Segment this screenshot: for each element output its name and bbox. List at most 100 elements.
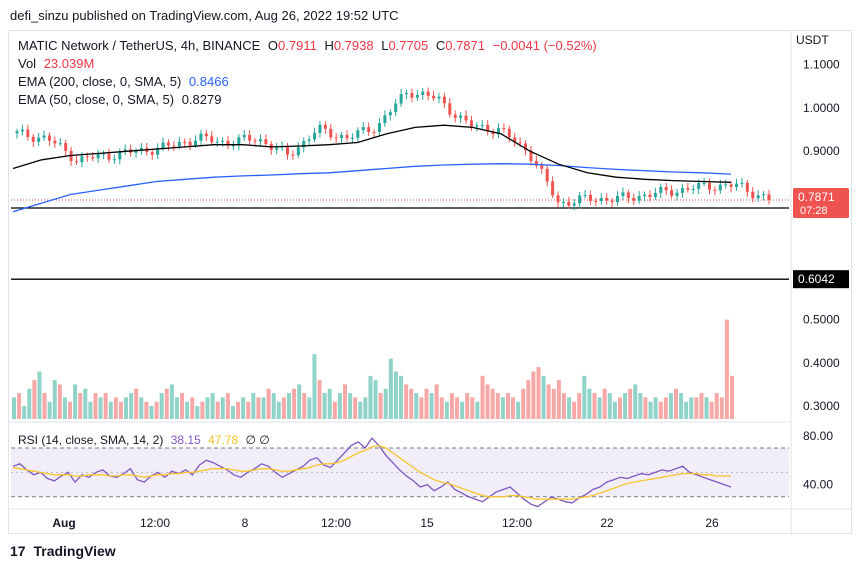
candle-body[interactable] [426,91,430,96]
candle-body[interactable] [626,192,630,198]
rsi-label[interactable]: RSI (14, close, SMA, 14, 2) [18,433,164,447]
candle-body[interactable] [616,195,620,203]
candle-body[interactable] [442,96,446,104]
candle-body[interactable] [756,195,760,199]
candle-body[interactable] [96,154,100,159]
candle-body[interactable] [762,194,766,196]
candle-body[interactable] [686,188,690,190]
candle-body[interactable] [194,140,198,146]
candle-body[interactable] [507,128,511,138]
candle-body[interactable] [410,92,414,98]
candle-body[interactable] [621,192,625,196]
rsi-line[interactable] [12,437,732,508]
candle-body[interactable] [561,201,565,203]
candle-body[interactable] [367,127,371,133]
candle-body[interactable] [329,128,333,138]
chart-canvas[interactable]: 0.90001.00001.10000.76870.60420.787107:2… [9,31,853,535]
candle-body[interactable] [551,181,555,196]
candle-body[interactable] [112,159,116,161]
candle-body[interactable] [199,133,203,141]
candle-body[interactable] [459,115,463,118]
rsi-sma-line[interactable] [12,444,731,500]
candle-body[interactable] [334,137,338,139]
candle-body[interactable] [664,186,668,191]
candle-body[interactable] [215,141,219,143]
candle-body[interactable] [80,156,84,163]
candle-body[interactable] [31,136,35,142]
candle-body[interactable] [394,103,398,113]
candle-body[interactable] [172,145,176,147]
candle-body[interactable] [361,127,365,131]
candle-body[interactable] [421,91,425,95]
candle-body[interactable] [47,135,51,141]
candle-body[interactable] [637,196,641,201]
candle-body[interactable] [204,133,208,137]
candle-body[interactable] [318,124,322,133]
candle-body[interactable] [740,182,744,184]
candle-body[interactable] [221,140,225,142]
symbol-label[interactable]: MATIC Network / TetherUS, 4h, BINANCE [18,38,261,53]
candle-body[interactable] [188,142,192,146]
candle-body[interactable] [729,184,733,188]
candle-body[interactable] [572,203,576,206]
candle-body[interactable] [226,140,230,146]
candle-body[interactable] [415,94,419,98]
candle-body[interactable] [540,165,544,169]
candle-body[interactable] [134,150,138,153]
candle-body[interactable] [556,195,560,203]
candle-body[interactable] [275,147,279,150]
candle-body[interactable] [253,140,257,142]
candle-body[interactable] [150,152,154,155]
candle-body[interactable] [20,129,24,132]
ema50-label[interactable]: EMA (50, close, 0, SMA, 5) [18,92,175,107]
candle-body[interactable] [735,183,739,188]
candle-body[interactable] [707,182,711,190]
candle-body[interactable] [605,197,609,201]
candle-body[interactable] [632,197,636,201]
candle-body[interactable] [491,131,495,135]
candle-body[interactable] [42,135,46,138]
candle-body[interactable] [610,200,614,203]
candle-body[interactable] [53,140,57,144]
candle-body[interactable] [356,130,360,138]
candle-body[interactable] [545,168,549,182]
candle-body[interactable] [588,194,592,201]
candle-body[interactable] [372,132,376,134]
candle-body[interactable] [599,197,603,202]
ema200-label[interactable]: EMA (200, close, 0, SMA, 5) [18,74,182,89]
candle-body[interactable] [139,147,143,151]
candle-body[interactable] [345,135,349,139]
candle-body[interactable] [594,200,598,202]
candle-body[interactable] [680,188,684,193]
candle-body[interactable] [534,161,538,166]
candle-body[interactable] [85,156,89,158]
candle-body[interactable] [183,141,187,143]
candle-body[interactable] [302,140,306,148]
candle-body[interactable] [123,149,127,152]
candle-body[interactable] [524,143,528,151]
candle-body[interactable] [567,201,571,206]
candle-body[interactable] [659,186,663,193]
candle-body[interactable] [248,134,252,141]
candle-body[interactable] [583,194,587,196]
candle-body[interactable] [437,96,441,99]
candle-body[interactable] [502,128,506,130]
candle-body[interactable] [102,153,106,155]
candle-body[interactable] [496,128,500,135]
candle-body[interactable] [670,190,674,196]
candle-body[interactable] [177,141,181,147]
candle-body[interactable] [258,139,262,142]
candle-body[interactable] [513,137,517,143]
candle-body[interactable] [37,137,41,142]
candle-body[interactable] [231,145,235,147]
ema200-line[interactable] [12,163,732,213]
candle-body[interactable] [702,182,706,184]
candle-body[interactable] [399,93,403,104]
candle-body[interactable] [107,153,111,160]
candle-body[interactable] [383,115,387,124]
candle-body[interactable] [518,142,522,144]
candle-body[interactable] [91,157,95,159]
vol-label[interactable]: Vol [18,56,37,71]
candle-body[interactable] [15,131,19,134]
candle-body[interactable] [307,139,311,141]
